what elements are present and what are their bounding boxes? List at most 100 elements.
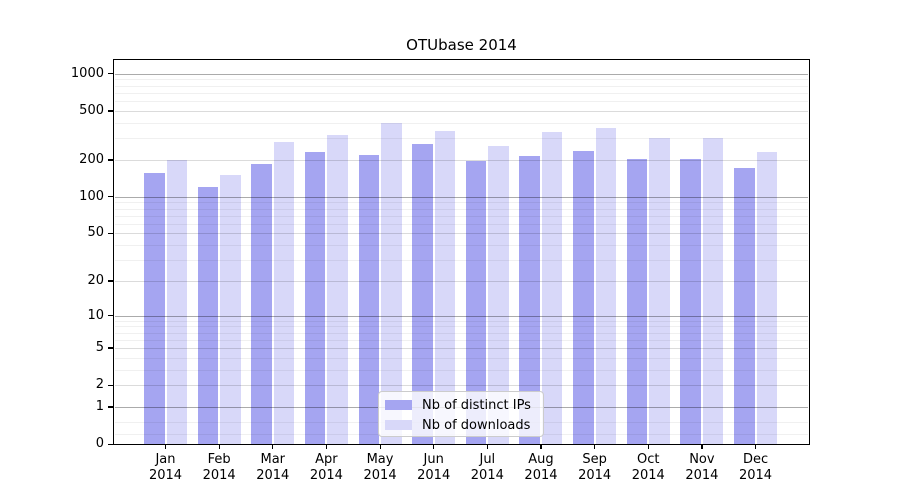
y-axis-tick-label: 1 bbox=[95, 398, 104, 414]
gridline bbox=[115, 315, 808, 317]
x-axis-tick bbox=[594, 444, 596, 449]
y-axis-tick-label: 10 bbox=[87, 307, 104, 323]
bar-nov-2014-distinct-ips bbox=[680, 158, 701, 444]
gridline bbox=[115, 138, 808, 140]
gridline bbox=[115, 369, 808, 371]
legend-swatch-distinct-ips bbox=[385, 400, 412, 410]
x-axis-tick bbox=[379, 444, 381, 449]
bar-jul-2014-downloads bbox=[488, 145, 509, 444]
gridline bbox=[115, 110, 808, 112]
x-axis-tick bbox=[165, 444, 167, 449]
x-axis-month-label: Aug 2014 bbox=[524, 452, 558, 483]
bar-sep-2014-distinct-ips bbox=[573, 151, 594, 444]
gridline bbox=[115, 79, 808, 81]
y-axis-tick-label: 100 bbox=[79, 188, 104, 204]
x-axis-tick bbox=[218, 444, 220, 449]
y-axis-tick bbox=[108, 196, 113, 198]
gridline bbox=[115, 347, 808, 349]
bar-jan-2014-downloads bbox=[166, 159, 187, 444]
gridline bbox=[115, 159, 808, 161]
bar-dec-2014-downloads bbox=[756, 152, 778, 444]
gridline bbox=[115, 259, 808, 261]
gridline bbox=[115, 245, 808, 246]
bar-sep-2014-downloads bbox=[595, 128, 617, 444]
bar-apr-2014-distinct-ips bbox=[304, 152, 326, 444]
x-axis-tick bbox=[325, 444, 328, 449]
bar-feb-2014-downloads bbox=[220, 175, 241, 444]
gridline bbox=[115, 101, 808, 103]
bar-aug-2014-distinct-ips bbox=[519, 155, 540, 444]
gridline bbox=[115, 92, 808, 94]
bar-aug-2014-downloads bbox=[541, 131, 563, 444]
gridline bbox=[115, 196, 808, 198]
y-axis-tick-label: 20 bbox=[87, 272, 104, 288]
x-axis-month-label: May 2014 bbox=[363, 452, 397, 483]
gridline bbox=[115, 320, 808, 322]
bar-jun-2014-downloads bbox=[434, 130, 456, 444]
gridline bbox=[115, 215, 808, 217]
gridline bbox=[115, 73, 808, 75]
legend-swatch-downloads bbox=[385, 420, 412, 430]
legend-label-distinct-ips: Nb of distinct IPs bbox=[422, 397, 531, 413]
bar-may-2014-downloads bbox=[381, 123, 402, 444]
y-axis-tick-label: 0 bbox=[95, 436, 104, 451]
gridline bbox=[115, 85, 808, 87]
x-axis-month-label: Feb 2014 bbox=[202, 452, 236, 483]
gridline bbox=[115, 202, 808, 204]
bar-nov-2014-downloads bbox=[702, 138, 724, 444]
x-axis-tick bbox=[701, 444, 703, 449]
bar-oct-2014-distinct-ips bbox=[626, 158, 648, 444]
y-axis-tick-label: 1000 bbox=[70, 65, 104, 81]
bar-mar-2014-distinct-ips bbox=[251, 163, 272, 444]
bar-jun-2014-distinct-ips bbox=[412, 143, 433, 444]
x-axis-month-label: Dec 2014 bbox=[738, 452, 773, 483]
bar-dec-2014-distinct-ips bbox=[734, 168, 755, 444]
gridline bbox=[115, 122, 808, 124]
legend-label-downloads: Nb of downloads bbox=[422, 417, 531, 433]
bar-mar-2014-downloads bbox=[273, 141, 295, 444]
x-axis-tick bbox=[272, 444, 274, 449]
gridline bbox=[115, 339, 808, 341]
bar-jan-2014-distinct-ips bbox=[144, 173, 165, 444]
y-axis-tick bbox=[108, 406, 113, 408]
gridline bbox=[115, 223, 808, 225]
y-axis-tick-label: 50 bbox=[87, 225, 104, 241]
x-axis-tick bbox=[433, 444, 435, 449]
legend: Nb of distinct IPs Nb of downloads bbox=[378, 391, 544, 437]
y-axis-tick bbox=[108, 384, 113, 386]
x-axis-month-label: Mar 2014 bbox=[256, 452, 290, 483]
y-axis-tick-label: 5 bbox=[95, 339, 104, 355]
bar-oct-2014-downloads bbox=[649, 138, 670, 444]
y-axis-tick bbox=[108, 73, 113, 75]
x-axis-month-label: Jul 2014 bbox=[470, 452, 504, 483]
bar-apr-2014-downloads bbox=[327, 134, 348, 444]
legend-item-distinct-ips: Nb of distinct IPs bbox=[385, 397, 531, 413]
bar-feb-2014-distinct-ips bbox=[197, 187, 219, 444]
y-axis-tick bbox=[108, 347, 113, 349]
y-axis-tick bbox=[108, 280, 113, 282]
y-axis-tick bbox=[108, 159, 113, 161]
x-axis-tick bbox=[486, 444, 489, 449]
bar-may-2014-distinct-ips bbox=[358, 154, 380, 444]
x-axis-month-label: Oct 2014 bbox=[631, 452, 665, 483]
x-axis-tick bbox=[755, 444, 757, 449]
y-axis-tick bbox=[108, 315, 113, 317]
x-axis-tick bbox=[647, 444, 649, 449]
y-axis-tick bbox=[108, 232, 113, 234]
y-axis-tick bbox=[108, 443, 113, 445]
y-axis-tick-label: 200 bbox=[79, 151, 104, 167]
gridline bbox=[115, 233, 808, 235]
gridline bbox=[115, 332, 808, 334]
bar-jul-2014-distinct-ips bbox=[465, 161, 487, 444]
y-axis-tick-label: 2 bbox=[95, 377, 104, 393]
x-axis-tick bbox=[540, 444, 542, 449]
x-axis-month-label: Nov 2014 bbox=[685, 452, 719, 483]
y-axis-tick bbox=[108, 110, 113, 112]
gridline bbox=[115, 385, 808, 387]
gridline bbox=[115, 208, 808, 210]
gridline bbox=[115, 280, 808, 282]
legend-item-downloads: Nb of downloads bbox=[385, 417, 531, 433]
x-axis-month-label: Sep 2014 bbox=[578, 452, 612, 483]
y-axis-tick-label: 500 bbox=[79, 102, 104, 118]
